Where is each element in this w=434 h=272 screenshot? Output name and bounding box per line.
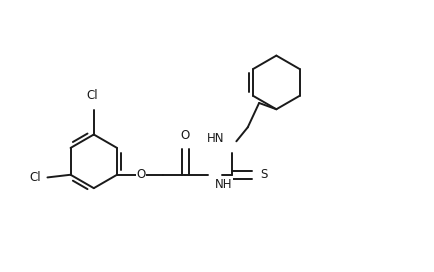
Text: Cl: Cl [29,171,40,184]
Text: O: O [181,129,190,142]
Text: S: S [260,168,267,181]
Text: HN: HN [207,132,224,145]
Text: O: O [136,168,145,181]
Text: Cl: Cl [86,89,98,102]
Text: NH: NH [215,178,233,191]
